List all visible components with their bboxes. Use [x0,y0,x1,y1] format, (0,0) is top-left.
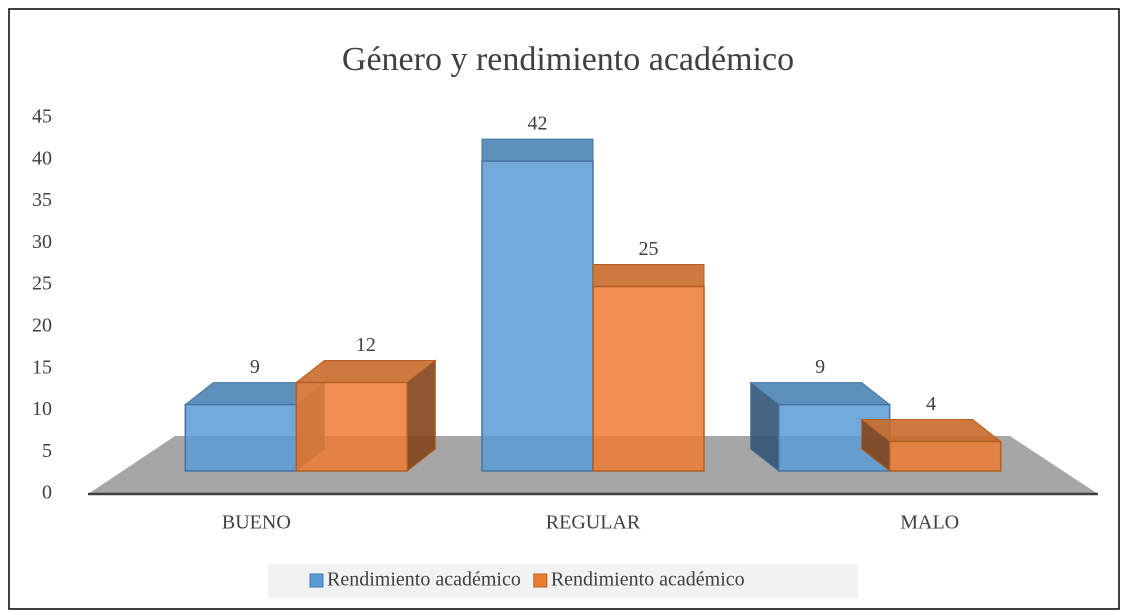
x-tick-label: REGULAR [546,512,641,534]
data-label: 12 [356,334,376,356]
bar-top [592,264,705,288]
y-tick-label: 45 [32,106,52,128]
x-tick-label: BUENO [222,512,291,534]
y-tick-label: 40 [32,147,52,169]
data-label: 9 [250,356,260,378]
bar-front [888,440,1002,472]
bar [749,381,892,473]
y-tick-label: 20 [32,314,52,336]
legend: Rendimiento académico Rendimiento académi… [268,564,858,598]
y-tick-label: 10 [32,398,52,420]
data-label: 9 [815,356,825,378]
bar-top [481,138,594,162]
bar-front [592,285,705,472]
data-label: 25 [639,238,659,260]
y-tick-label: 25 [32,273,52,295]
y-tick-label: 5 [42,440,52,462]
bar-front [481,160,594,472]
y-tick-label: 0 [42,482,52,504]
bar-front [295,381,409,472]
data-label: 4 [926,393,936,415]
bar-front [184,403,298,472]
data-label: 42 [528,113,548,135]
legend-swatch [533,573,548,588]
bar [481,138,594,472]
y-tick-label: 30 [32,231,52,253]
legend-box [268,564,858,598]
y-tick-label: 35 [32,189,52,211]
x-tick-label: MALO [900,512,959,534]
bar-front [777,403,891,472]
legend-label: Rendimiento académico [551,569,745,591]
bar [860,418,1003,473]
y-tick-label: 15 [32,356,52,378]
bar [294,359,437,473]
legend-label: Rendimiento académico [327,569,521,591]
chart-title: Género y rendimiento académico [342,41,794,78]
bar [592,264,705,472]
legend-swatch [309,573,324,588]
